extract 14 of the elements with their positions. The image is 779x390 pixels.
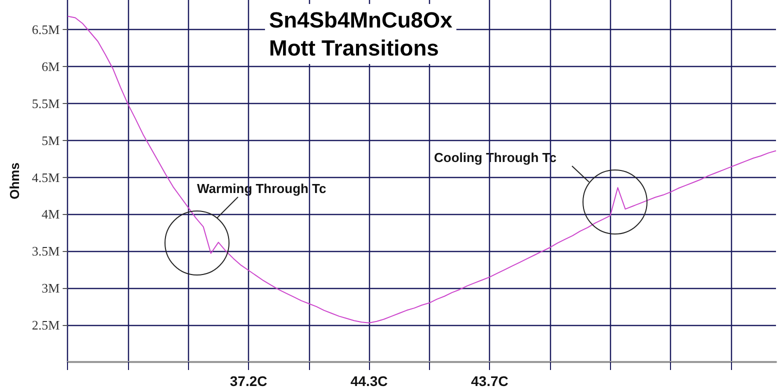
y-tick-label: 2.5M: [32, 318, 60, 333]
y-tick-label: 5.5M: [32, 96, 60, 111]
x-tick-label: 43.7C: [470, 373, 508, 389]
x-tick-label: 44.3C: [350, 373, 388, 389]
y-tick-label: 6M: [42, 58, 60, 74]
y-tick-label: 3M: [42, 280, 60, 296]
y-tick-label: 4M: [42, 206, 60, 222]
y-tick-label: 3.5M: [32, 244, 60, 259]
y-axis-title: Ohms: [7, 162, 22, 200]
y-tick-label: 6.5M: [32, 22, 60, 38]
x-tick-label: 37.2C: [230, 373, 268, 389]
y-tick-label: 5M: [42, 132, 60, 148]
y-tick-label: 4.5M: [32, 170, 60, 185]
text: Sn4Sb4MnCu8Ox Mott Transitions: [269, 8, 454, 60]
